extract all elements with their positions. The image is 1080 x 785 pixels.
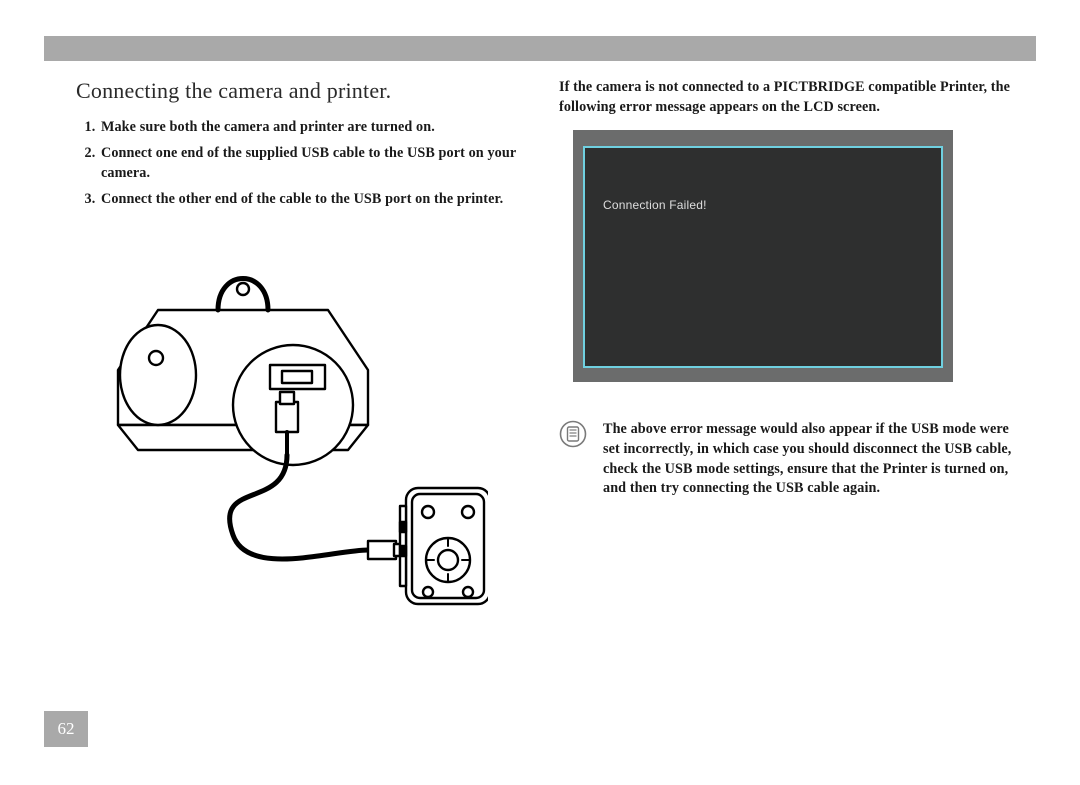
- note-text: The above error message would also appea…: [603, 420, 1028, 500]
- page-number: 62: [58, 719, 75, 739]
- lcd-screen: Connection Failed!: [583, 146, 943, 368]
- printer-camera-illustration: [98, 250, 488, 610]
- step-item: Make sure both the camera and printer ar…: [99, 118, 531, 138]
- steps-list: Make sure both the camera and printer ar…: [76, 118, 531, 210]
- note-block: The above error message would also appea…: [559, 420, 1036, 500]
- step-item: Connect the other end of the cable to th…: [99, 190, 531, 210]
- right-column: If the camera is not connected to a PICT…: [559, 78, 1036, 725]
- left-column: Connecting the camera and printer. Make …: [76, 78, 531, 725]
- content-area: Connecting the camera and printer. Make …: [76, 78, 1036, 725]
- note-icon: [559, 420, 587, 500]
- page-number-box: 62: [44, 711, 88, 747]
- lcd-screenshot: Connection Failed!: [573, 130, 953, 382]
- header-bar: [44, 36, 1036, 61]
- manual-page: Connecting the camera and printer. Make …: [0, 0, 1080, 785]
- lcd-bezel: Connection Failed!: [573, 130, 953, 382]
- lcd-error-message: Connection Failed!: [603, 198, 707, 212]
- intro-text: If the camera is not connected to a PICT…: [559, 78, 1036, 118]
- step-item: Connect one end of the supplied USB cabl…: [99, 144, 531, 184]
- section-heading: Connecting the camera and printer.: [76, 78, 531, 104]
